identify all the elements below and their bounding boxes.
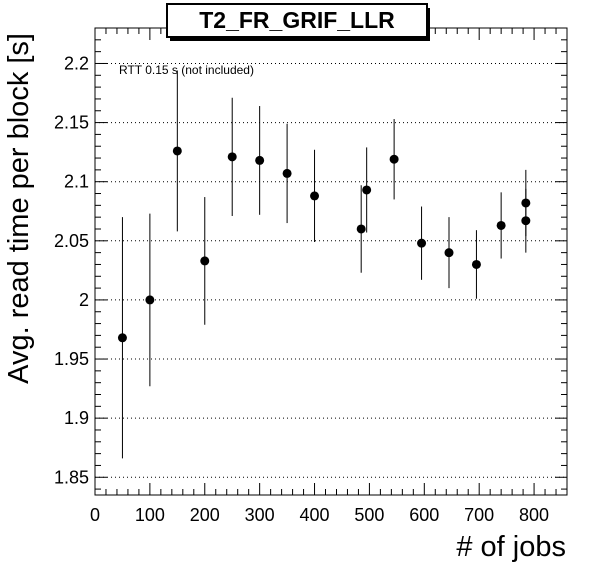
data-point	[417, 238, 427, 248]
x-axis-ticks: 0 100 200 300 400 500 600 700 800	[90, 28, 568, 525]
x-axis-title: # of jobs	[456, 531, 566, 563]
y-tick-label: 1.85	[54, 467, 89, 487]
gridlines	[95, 62, 567, 478]
x-tick-label: 300	[245, 505, 275, 525]
data-point	[255, 155, 265, 165]
x-tick-label: 100	[135, 505, 165, 525]
data-point	[172, 146, 182, 156]
x-tick-label: 700	[464, 505, 494, 525]
x-tick-label: 0	[90, 505, 100, 525]
y-tick-label: 2.15	[54, 113, 89, 133]
data-point	[356, 224, 366, 234]
plot-frame	[94, 27, 568, 496]
data-point	[471, 259, 481, 269]
y-axis-ticks: 1.85 1.9 1.95 2 2.05 2.1 2.15 2.2	[54, 27, 567, 490]
title-box	[166, 3, 428, 38]
data-point	[496, 220, 506, 230]
data-point	[227, 152, 237, 162]
data-point	[521, 198, 531, 208]
data-point	[117, 333, 127, 343]
y-tick-label: 2.1	[64, 172, 89, 192]
data-point	[362, 185, 372, 195]
chart-title: T2_FR_GRIF_LLR	[199, 7, 395, 33]
data-point	[282, 168, 292, 178]
x-tick-label: 500	[354, 505, 384, 525]
data-point	[200, 256, 210, 266]
y-tick-label: 1.9	[64, 408, 89, 428]
y-tick-label: 2.2	[64, 53, 89, 73]
x-tick-label: 200	[190, 505, 220, 525]
y-tick-label: 1.95	[54, 349, 89, 369]
y-tick-label: 2.05	[54, 231, 89, 251]
data-point	[310, 191, 320, 201]
data-points	[117, 70, 531, 459]
x-tick-label: 400	[300, 505, 330, 525]
y-tick-label: 2	[79, 290, 89, 310]
annotation: RTT 0.15 s (not included)	[119, 63, 254, 77]
data-point	[444, 248, 454, 258]
x-tick-label: 600	[409, 505, 439, 525]
data-point	[389, 154, 399, 164]
y-axis-title: Avg. read time per block [s]	[3, 33, 35, 384]
data-point	[145, 295, 155, 305]
x-tick-label: 800	[519, 505, 549, 525]
